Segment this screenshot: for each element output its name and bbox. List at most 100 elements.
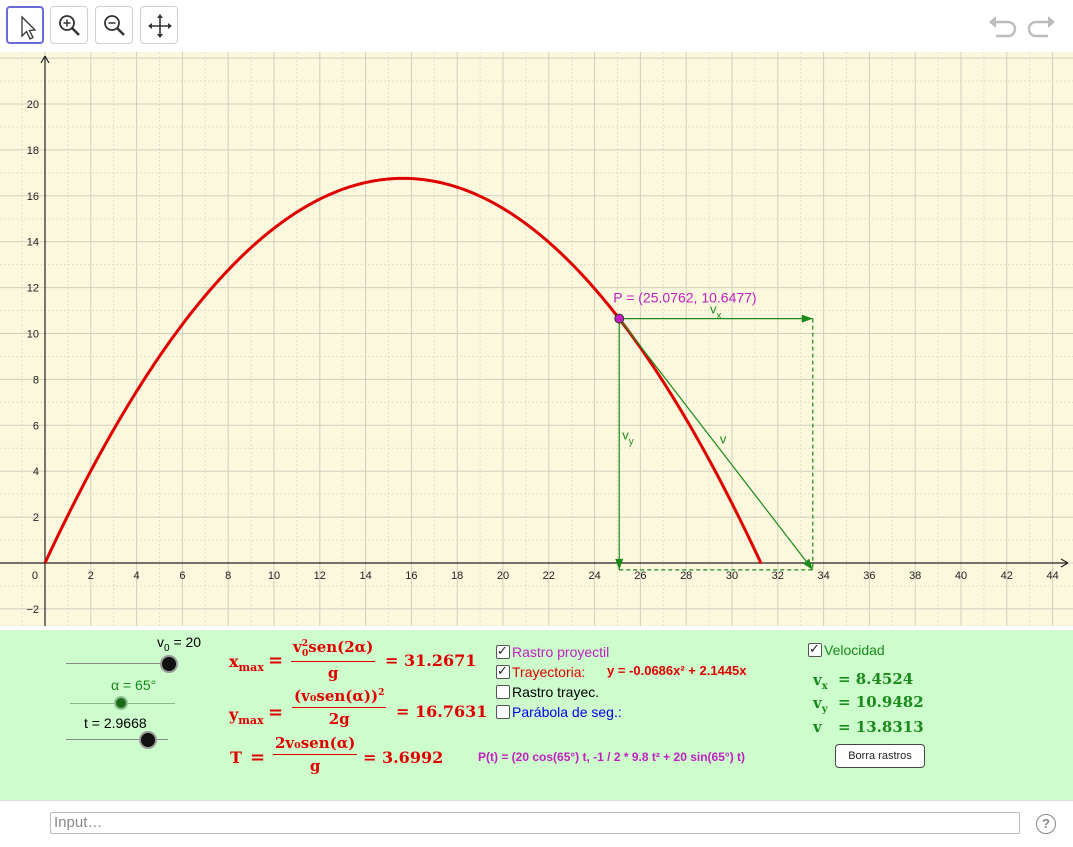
velocidad-checkbox[interactable] — [808, 641, 822, 657]
move-tool-button[interactable] — [6, 6, 44, 44]
T-equals: = — [250, 747, 266, 768]
v0-slider-knob[interactable] — [160, 655, 178, 673]
y-tick-label: 4 — [33, 466, 39, 478]
T-value: = 3.6992 — [363, 748, 444, 767]
vx-value: = 8.4524 — [838, 670, 914, 688]
vy-label: vy — [813, 694, 828, 715]
move-graphics-tool-button[interactable] — [140, 6, 178, 44]
vx-vector-label: vx — [710, 302, 722, 322]
zoom-in-tool-button[interactable] — [50, 6, 88, 44]
point-p[interactable] — [614, 313, 625, 324]
redo-button[interactable] — [1024, 10, 1058, 44]
x-tick-label: 12 — [314, 570, 326, 582]
velocidad-label: Velocidad — [824, 642, 885, 658]
ymax-lhs: ymax — [229, 705, 264, 728]
x-tick-label: 8 — [225, 570, 231, 582]
input-field[interactable]: Input… — [50, 812, 1020, 834]
xmax-fraction: v20sen(2α) g — [291, 638, 376, 682]
rastro-proyectil-checkbox[interactable] — [496, 643, 510, 659]
x-tick-label: 32 — [772, 570, 784, 582]
trayectoria-checkbox[interactable] — [496, 663, 510, 679]
y-tick-label: 20 — [27, 99, 39, 111]
x-tick-label: 26 — [634, 570, 646, 582]
y-tick-label: 18 — [27, 145, 39, 157]
help-icon[interactable]: ? — [1036, 814, 1056, 834]
arrow-cursor-icon — [21, 15, 37, 40]
parametric-equation: P(t) = (20 cos(65°) t, -1 / 2 * 9.8 t² +… — [478, 750, 746, 764]
control-panel: v0 = 20 α = 65° t = 2.9668 xmax = v20sen… — [0, 630, 1073, 800]
x-tick-label: 22 — [543, 570, 555, 582]
xmax-equals: = — [268, 650, 284, 671]
projectile-plot[interactable]: 2 4 6 8 10 12 14 16 18 20 22 24 26 28 30 32 34 36 38 40 42 44… — [0, 52, 1073, 626]
t-slider-knob[interactable] — [139, 731, 157, 749]
y-tick-label: −2 — [26, 604, 39, 616]
x-tick-label: 4 — [134, 570, 140, 582]
y-axis-arrow — [40, 55, 50, 64]
x-tick-label: 34 — [817, 570, 829, 582]
x-axis-arrow — [1060, 558, 1069, 568]
x-tick-label: 6 — [179, 570, 185, 582]
x-tick-label: 2 — [88, 570, 94, 582]
toolbar — [0, 0, 1073, 53]
rastro-trayec-checkbox[interactable] — [496, 685, 510, 699]
alpha-slider-knob[interactable] — [114, 696, 128, 710]
xmax-value: = 31.2671 — [385, 651, 477, 670]
vy-vector-head — [615, 558, 624, 570]
t-slider-track[interactable] — [66, 739, 168, 740]
v-vector — [618, 318, 814, 571]
borra-rastros-button[interactable]: Borra rastros — [835, 744, 925, 768]
v-label: v — [813, 718, 822, 736]
x-tick-label: 28 — [680, 570, 692, 582]
vy-value: = 10.9482 — [838, 693, 924, 711]
move-arrows-icon — [148, 14, 172, 38]
x-tick-label: 38 — [909, 570, 921, 582]
zoom-out-tool-button[interactable] — [95, 6, 133, 44]
parabola-seg-checkbox[interactable] — [496, 705, 510, 719]
parabola-seg-label: Parábola de seg.: — [512, 704, 622, 720]
vx-vector-head — [801, 314, 813, 323]
y-tick-label: 6 — [33, 420, 39, 432]
undo-button[interactable] — [986, 10, 1020, 44]
point-p-label: P = (25.0762, 10.6477) — [613, 290, 756, 306]
x-tick-label: 36 — [863, 570, 875, 582]
redo-icon — [1027, 16, 1055, 38]
y-tick-label: 10 — [27, 329, 39, 341]
v-vector-label: v — [720, 431, 727, 446]
velocity-vectors[interactable]: vx vy v — [615, 302, 814, 571]
x-tick-label: 40 — [955, 570, 967, 582]
vx-label: vx — [813, 671, 828, 692]
rastro-trayec-label: Rastro trayec. — [512, 684, 600, 700]
v-vector-head — [802, 558, 813, 570]
x-tick-label: 14 — [359, 570, 371, 582]
origin-label: 0 — [32, 570, 38, 582]
rastro-proyectil-label: Rastro proyectil — [512, 644, 610, 660]
T-fraction: 2v₀sen(α) g — [273, 734, 358, 775]
zoom-in-icon — [59, 15, 80, 36]
x-tick-label: 20 — [497, 570, 509, 582]
y-tick-label: 8 — [33, 374, 39, 386]
v0-slider-track[interactable] — [66, 663, 170, 664]
ymax-fraction: (v₀sen(α))2 2g — [292, 687, 387, 728]
ymax-value: = 16.7631 — [396, 702, 488, 721]
graphics-view[interactable]: 2 4 6 8 10 12 14 16 18 20 22 24 26 28 30 32 34 36 38 40 42 44… — [0, 52, 1073, 626]
undo-icon — [989, 16, 1017, 38]
x-tick-label: 42 — [1001, 570, 1013, 582]
x-tick-label: 30 — [726, 570, 738, 582]
x-tick-label: 18 — [451, 570, 463, 582]
grid — [0, 52, 1073, 626]
input-bar: Input… ? — [0, 800, 1073, 847]
y-tick-label: 16 — [27, 191, 39, 203]
trayectoria-label: Trayectoria: — [512, 664, 586, 680]
alpha-slider-label: α = 65° — [111, 677, 157, 693]
x-tick-label: 16 — [405, 570, 417, 582]
zoom-out-icon — [104, 15, 125, 36]
x-tick-label: 24 — [588, 570, 600, 582]
v0-slider-label: v0 = 20 — [157, 634, 202, 654]
xmax-lhs: xmax — [229, 652, 264, 675]
v-value: = 13.8313 — [838, 718, 924, 736]
y-tick-label: 12 — [27, 283, 39, 295]
T-lhs: T — [230, 748, 242, 767]
trajectory-curve[interactable] — [43, 176, 763, 565]
t-slider-label: t = 2.9668 — [84, 715, 147, 731]
ymax-equals: = — [268, 702, 284, 723]
